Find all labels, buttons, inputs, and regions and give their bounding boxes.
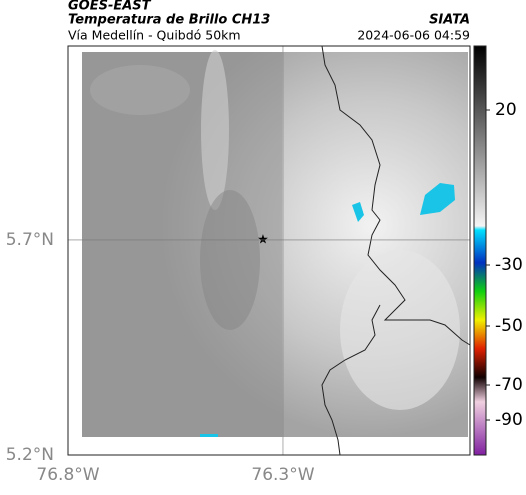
colorbar-tick-label: 20 bbox=[495, 100, 517, 120]
x-tick-label: 76.3°W bbox=[251, 465, 314, 485]
cold-cloud bbox=[352, 202, 364, 222]
colorbar-tick-label: -90 bbox=[495, 410, 523, 430]
source: GOES-EAST bbox=[68, 0, 152, 14]
colorbar-tick-label: -50 bbox=[495, 316, 523, 336]
colorbar-tick-label: -70 bbox=[495, 375, 523, 395]
org: SIATA bbox=[429, 13, 470, 28]
colorbar-tick-label: -30 bbox=[495, 255, 523, 275]
y-tick-label: 5.2°N bbox=[6, 445, 54, 465]
y-tick-label: 5.7°N bbox=[6, 230, 54, 250]
map: ★ bbox=[67, 45, 471, 456]
colorbar bbox=[473, 45, 487, 456]
cold-cloud bbox=[420, 183, 455, 215]
datetime: 2024-06-06 04:59 bbox=[357, 28, 470, 43]
title: Temperatura de Brillo CH13 bbox=[68, 13, 270, 28]
subtitle: Vía Medellín - Quibdó 50km bbox=[68, 28, 241, 43]
x-tick-label: 76.8°W bbox=[36, 465, 99, 485]
